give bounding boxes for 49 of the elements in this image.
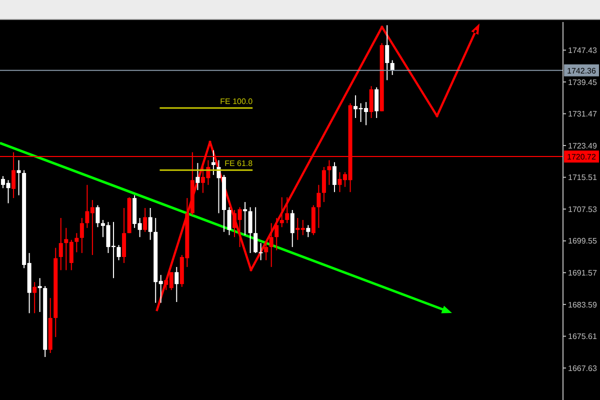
candlestick	[327, 160, 332, 186]
ref-line-label: 1742.36	[567, 66, 597, 76]
y-tick-label: 1667.63	[568, 364, 598, 373]
y-tick-label: 1691.57	[568, 268, 598, 278]
candlestick	[390, 60, 394, 76]
candlestick	[374, 86, 379, 118]
candlestick	[143, 208, 148, 232]
candlestick	[96, 204, 100, 228]
candlestick	[258, 242, 263, 261]
candlestick	[122, 208, 126, 264]
candlestick	[290, 210, 294, 248]
y-tick-label: 1747.43	[568, 46, 598, 55]
candlestick	[332, 162, 336, 193]
candlestick	[211, 150, 216, 176]
y-tick-label: 1675.61	[568, 332, 598, 342]
candlestick	[369, 86, 374, 118]
y-tick-label: 1731.47	[568, 110, 598, 119]
ref-line-label: FE 100.0	[220, 97, 254, 106]
candlestick	[254, 206, 258, 254]
candlestick	[227, 206, 232, 236]
candlestick	[80, 217, 84, 254]
candlestick	[174, 266, 179, 303]
candlestick	[32, 282, 37, 314]
candlestick	[16, 160, 21, 196]
candlestick	[243, 202, 248, 236]
candlestick	[74, 232, 79, 253]
y-tick-label: 1699.55	[568, 236, 598, 246]
ref-line-label: FE 61.8	[224, 159, 254, 168]
y-tick-label: 1739.45	[568, 78, 598, 87]
candlestick	[116, 244, 121, 261]
y-tick-label: 1707.53	[568, 204, 598, 214]
candlestick	[385, 24, 390, 81]
candlestick	[322, 166, 326, 203]
candlestick	[269, 222, 274, 268]
y-tick-label: 1683.59	[568, 300, 598, 310]
candlestick	[274, 217, 279, 251]
y-tick-label: 1715.51	[568, 173, 598, 182]
candlestick	[316, 184, 321, 228]
candlestick	[196, 162, 200, 191]
candlestick	[306, 224, 310, 238]
candlestick	[248, 206, 252, 254]
ref-line-label: 1720.72	[567, 152, 597, 162]
candlestick	[280, 196, 284, 228]
candlestick	[58, 217, 63, 271]
candlestick	[285, 196, 290, 224]
candlestick	[264, 242, 268, 261]
candlestick	[38, 278, 42, 312]
candlestick	[148, 208, 152, 240]
y-tick-label: 1723.49	[568, 141, 598, 150]
